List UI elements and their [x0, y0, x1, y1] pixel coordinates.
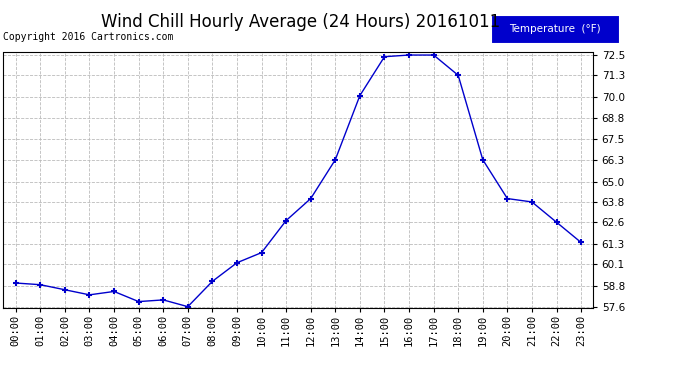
Text: Temperature  (°F): Temperature (°F)	[509, 24, 601, 34]
Text: Wind Chill Hourly Average (24 Hours) 20161011: Wind Chill Hourly Average (24 Hours) 201…	[101, 13, 500, 31]
Text: Copyright 2016 Cartronics.com: Copyright 2016 Cartronics.com	[3, 32, 174, 42]
